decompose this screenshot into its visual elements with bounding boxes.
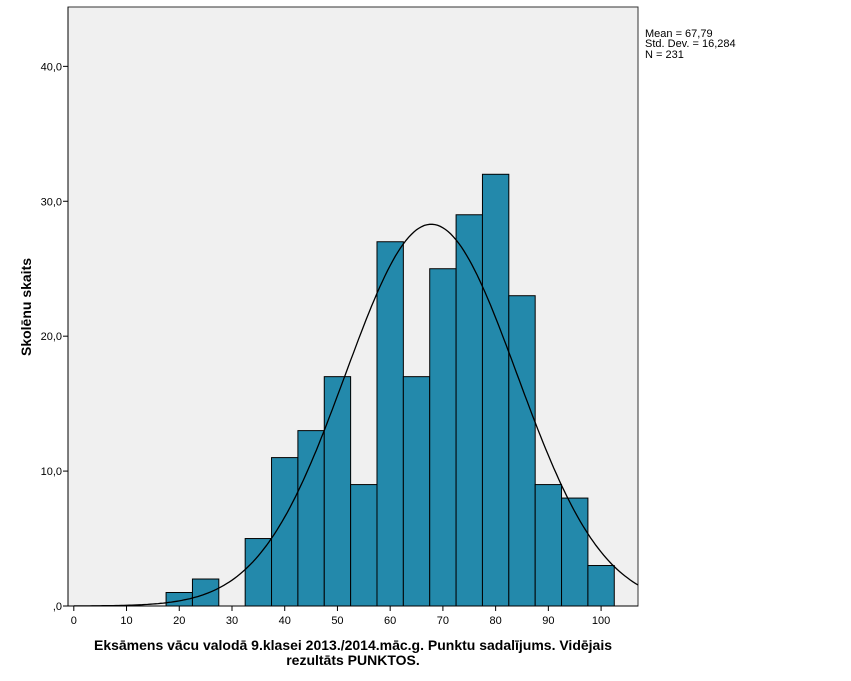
x-tick-label: 10 (120, 615, 132, 627)
histogram-bar (323, 376, 352, 607)
legend-std: Std. Dev. = 16,284 (645, 38, 736, 50)
axes: 0 10 20 30 40 50 60 70 80 90 100 ,0 10,0 20,0 30,0 40,0 (41, 7, 638, 627)
histogram-bar (508, 295, 536, 607)
y-tick-label: 40,0 (41, 61, 62, 73)
legend-mean: Mean = 67,79 (645, 28, 713, 40)
y-tick-label: ,0 (53, 601, 62, 613)
y-tick-label: 20,0 (41, 331, 62, 343)
y-tick-label: 10,0 (41, 466, 62, 478)
histogram-bar (481, 173, 510, 607)
x-axis-label-line1: Eksāmens vācu valodā 9.klasei 2013./2014… (94, 637, 612, 653)
histogram-bar (534, 484, 563, 607)
histogram-bar (244, 538, 273, 607)
x-tick-label: 80 (490, 615, 502, 627)
legend-n: N = 231 (645, 49, 684, 61)
histogram-bar (429, 268, 457, 607)
histogram-bar (191, 578, 220, 607)
x-tick-label: 100 (592, 615, 610, 627)
histogram-bar (561, 497, 589, 607)
bars (165, 173, 615, 607)
histogram-bar (455, 214, 483, 607)
y-tick-label: 30,0 (41, 196, 62, 208)
x-tick-label: 40 (279, 615, 291, 627)
normal-curve (73, 223, 639, 607)
y-axis-label: Skolēnu skaits (18, 258, 34, 356)
x-tick-label: 0 (71, 615, 77, 627)
x-tick-label: 30 (226, 615, 238, 627)
x-tick-label: 70 (437, 615, 449, 627)
x-axis-label-line2: rezultāts PUNKTOS. (286, 652, 420, 668)
x-tick-label: 50 (331, 615, 343, 627)
histogram-bar (402, 376, 431, 607)
histogram-bar (587, 565, 615, 607)
histogram-bar (376, 241, 404, 607)
x-tick-label: 90 (542, 615, 554, 627)
x-tick-label: 20 (173, 615, 185, 627)
x-tick-label: 60 (384, 615, 396, 627)
histogram-bar (350, 484, 378, 607)
histogram-bar (297, 430, 325, 607)
